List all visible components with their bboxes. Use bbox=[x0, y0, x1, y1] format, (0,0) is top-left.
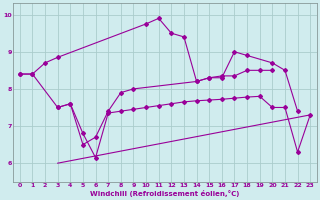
X-axis label: Windchill (Refroidissement éolien,°C): Windchill (Refroidissement éolien,°C) bbox=[90, 190, 240, 197]
